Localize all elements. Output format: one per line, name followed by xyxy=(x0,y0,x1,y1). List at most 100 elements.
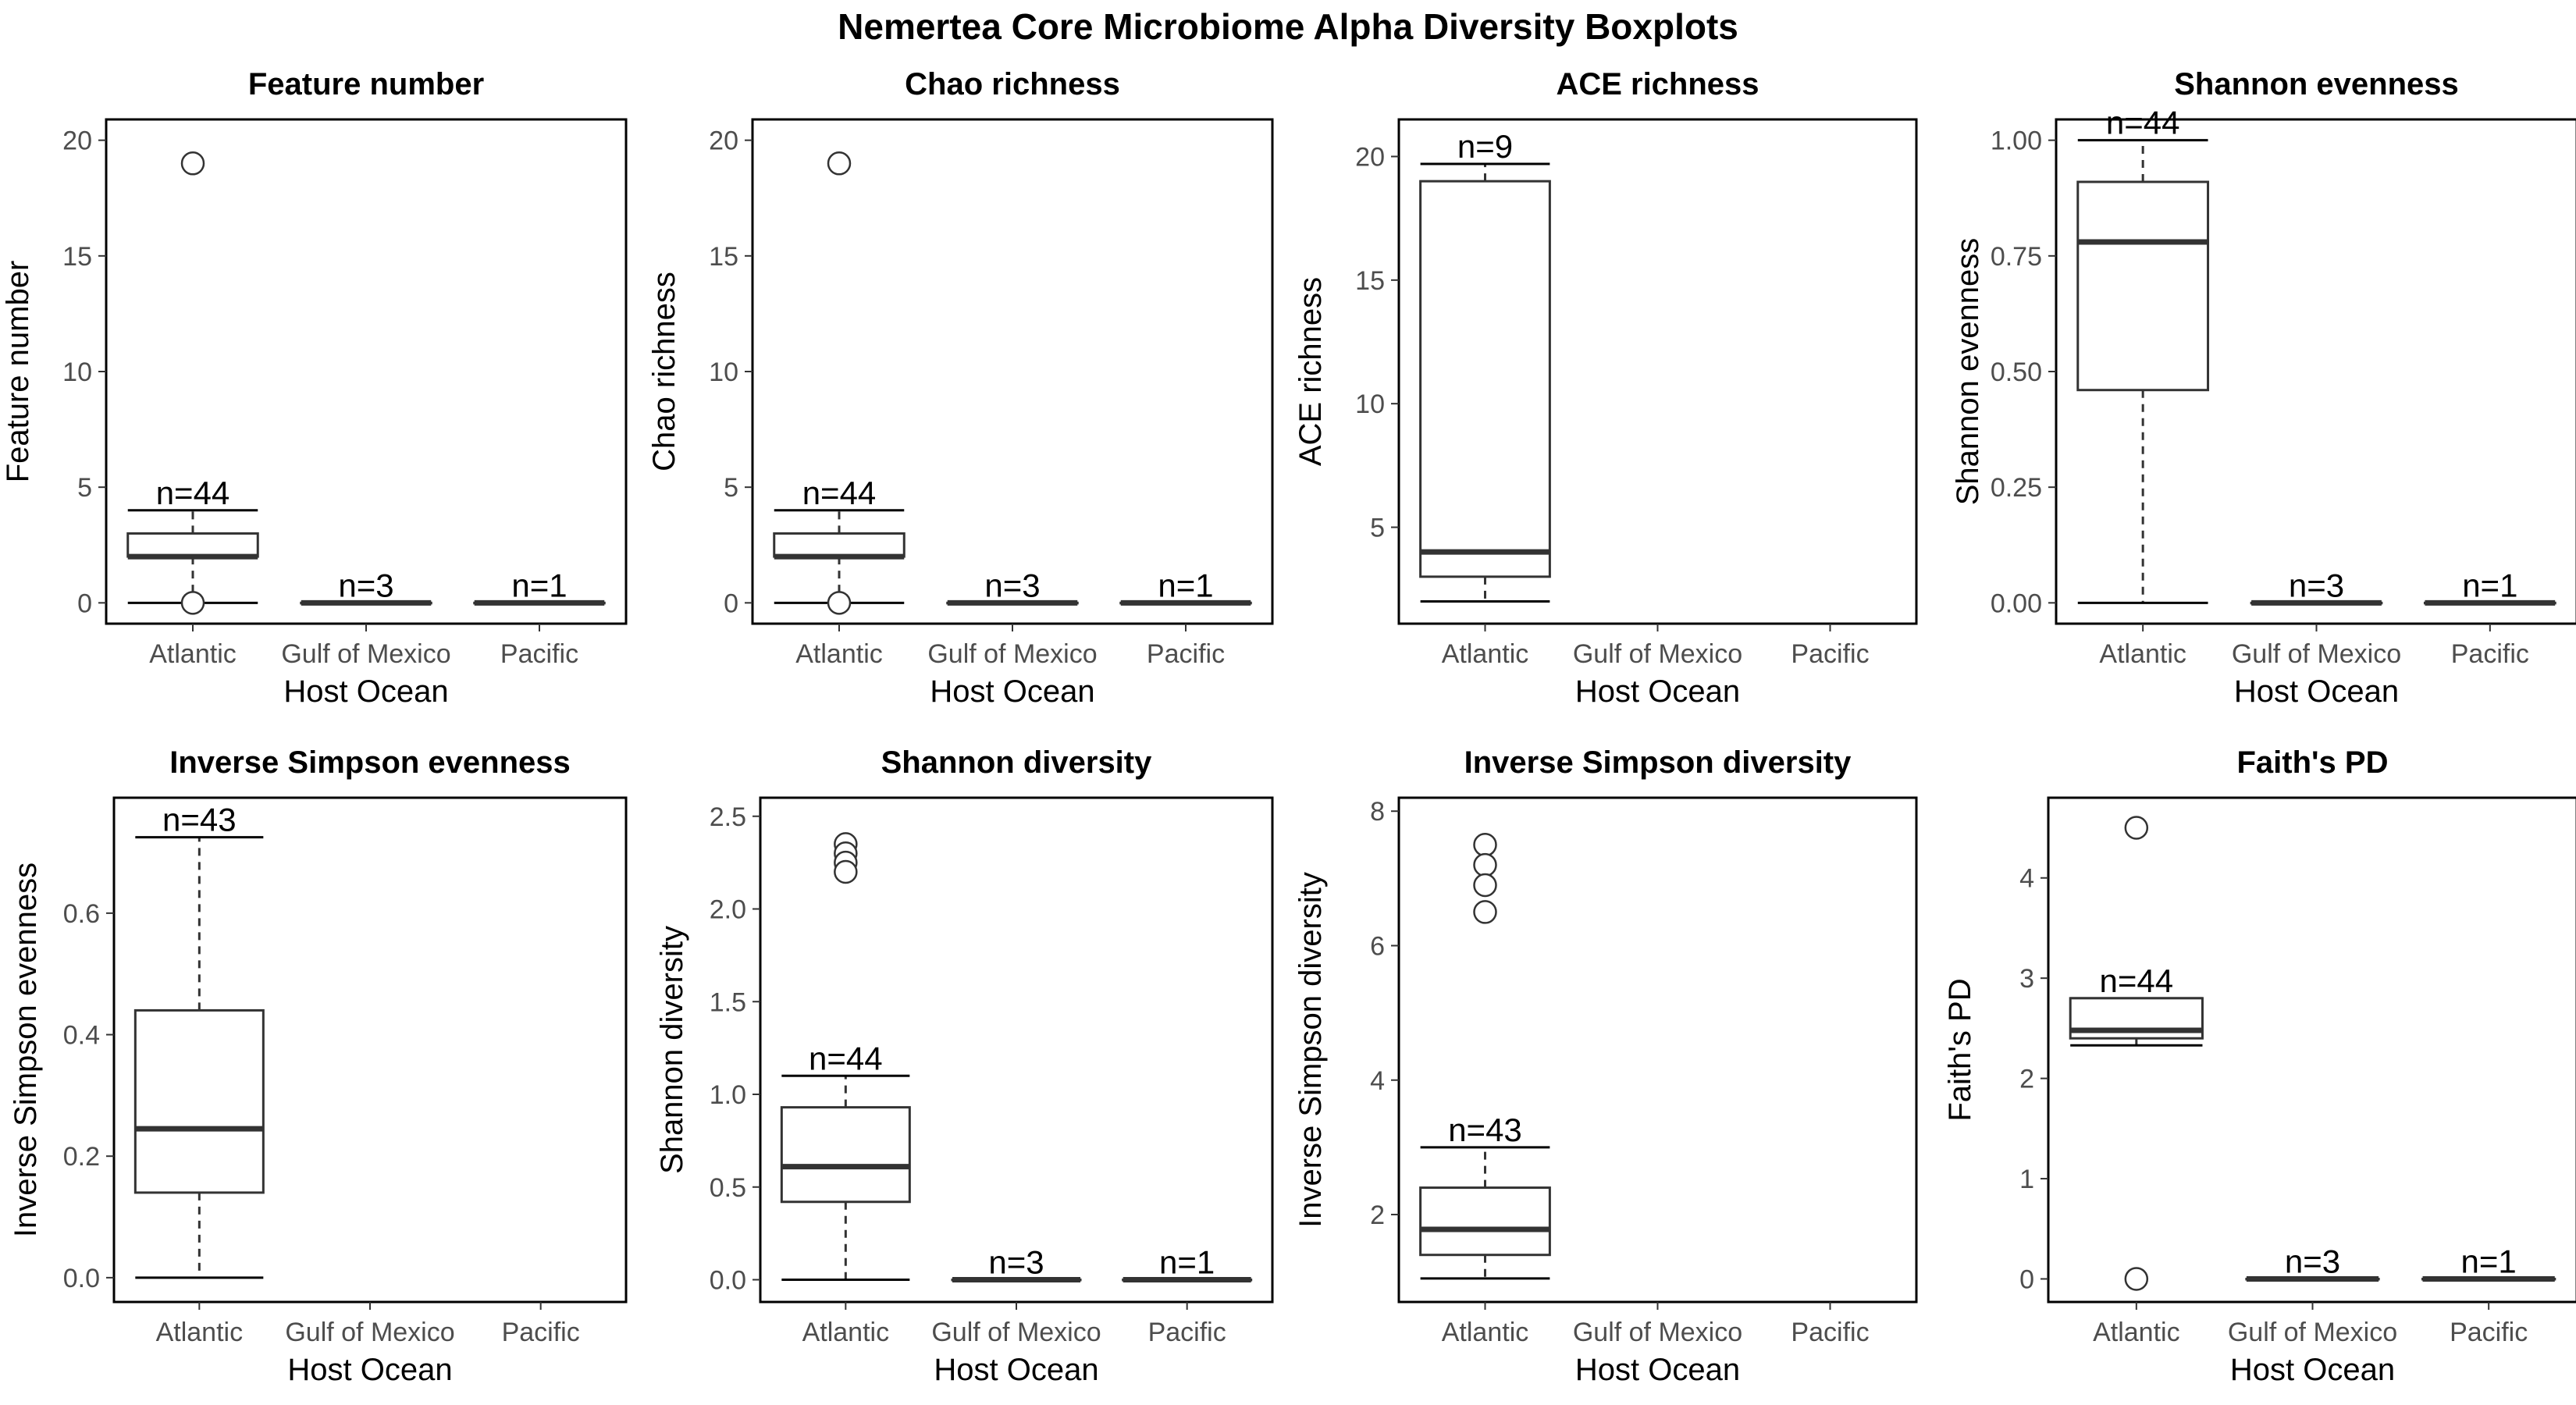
x-axis-title: Host Ocean xyxy=(2230,1353,2395,1387)
y-tick-label: 20 xyxy=(62,126,92,156)
y-tick-label: 1 xyxy=(2019,1165,2034,1194)
y-tick-label: 15 xyxy=(62,242,92,272)
panel-title: Inverse Simpson evenness xyxy=(169,745,571,780)
y-axis-title: Inverse Simpson evenness xyxy=(9,863,43,1237)
y-tick-label: 8 xyxy=(1370,797,1385,827)
panel-3: ACE richness 5 10 15 20 Atlantic Gulf of Mexic… xyxy=(1293,67,1918,709)
outlier-point xyxy=(180,151,205,176)
y-tick-label: 2.0 xyxy=(710,895,746,925)
box-gulf-of-mexico: n=3 xyxy=(946,567,1079,606)
panel-7: Inverse Simpson diversity 2 4 6 8 Atlantic Gul… xyxy=(1293,745,1918,1387)
x-tick-label: Pacific xyxy=(1791,1318,1869,1347)
box-atlantic: n=44 xyxy=(773,151,906,615)
x-tick-label: Atlantic xyxy=(1442,1318,1529,1347)
panel-title: Shannon diversity xyxy=(881,745,1152,780)
y-tick-label: 10 xyxy=(709,357,738,387)
sample-size-label: n=1 xyxy=(1158,567,1213,603)
sample-size-label: n=3 xyxy=(2289,567,2344,603)
box-gulf-of-mexico: n=3 xyxy=(951,1244,1082,1282)
outlier-point xyxy=(1473,873,1497,898)
x-axis-title: Host Ocean xyxy=(2234,674,2399,709)
y-tick-label: 0.0 xyxy=(63,1264,100,1293)
panel-5: Inverse Simpson evenness 0.0 0.2 0.4 0.6 Atla… xyxy=(9,745,628,1387)
sample-size-label: n=9 xyxy=(1457,128,1513,165)
panel-title: Shannon evenness xyxy=(2174,67,2459,101)
y-tick-label: 2 xyxy=(2019,1065,2034,1094)
y-tick-label: 5 xyxy=(77,473,92,503)
x-tick-label: Gulf of Mexico xyxy=(1573,1318,1742,1347)
x-tick-label: Atlantic xyxy=(2093,1318,2180,1347)
x-tick-label: Atlantic xyxy=(802,1318,890,1347)
box-iqr xyxy=(1419,180,1551,578)
sample-size-label: n=43 xyxy=(1448,1112,1522,1148)
panel-8: Faith's PD 0 1 2 3 4 Atlantic Gulf of Mexico Pac… xyxy=(1943,745,2576,1387)
x-tick-label: Atlantic xyxy=(795,639,883,669)
y-tick-label: 15 xyxy=(709,242,738,272)
box-iqr xyxy=(780,1106,911,1204)
x-tick-label: Gulf of Mexico xyxy=(931,1318,1101,1347)
sample-size-label: n=1 xyxy=(2461,1243,2517,1279)
x-tick-label: Atlantic xyxy=(1442,639,1529,669)
outlier-point xyxy=(834,859,858,884)
x-tick-label: Pacific xyxy=(502,1318,580,1347)
box-pacific: n=1 xyxy=(1119,567,1252,606)
sample-size-label: n=3 xyxy=(988,1244,1044,1281)
box-atlantic: n=44 xyxy=(126,151,259,615)
y-tick-label: 0.5 xyxy=(710,1173,746,1203)
y-tick-label: 0.4 xyxy=(63,1021,100,1051)
outlier-point xyxy=(1473,900,1497,924)
x-axis-title: Host Ocean xyxy=(934,1353,1098,1387)
y-axis-title: Feature number xyxy=(1,261,35,483)
x-axis-title: Host Ocean xyxy=(287,1353,452,1387)
box-pacific: n=1 xyxy=(2423,567,2556,606)
x-tick-label: Atlantic xyxy=(156,1318,244,1347)
y-tick-label: 0 xyxy=(724,589,738,618)
y-tick-label: 2 xyxy=(1370,1200,1385,1230)
sample-size-label: n=43 xyxy=(162,802,237,838)
outlier-point xyxy=(180,591,205,615)
sample-size-label: n=3 xyxy=(2285,1243,2340,1279)
box-atlantic: n=44 xyxy=(780,832,911,1281)
y-tick-label: 1.00 xyxy=(1991,126,2042,156)
x-tick-label: Gulf of Mexico xyxy=(2232,639,2401,669)
box-iqr xyxy=(1419,1186,1551,1257)
box-pacific: n=1 xyxy=(473,567,606,606)
panel-1: Feature number 0 5 10 15 20 Atlantic Gulf of Me… xyxy=(1,67,628,709)
outlier-point xyxy=(1473,852,1497,877)
y-tick-label: 6 xyxy=(1370,931,1385,961)
y-tick-label: 2.5 xyxy=(710,802,746,832)
sample-size-label: n=44 xyxy=(802,475,877,511)
x-tick-label: Gulf of Mexico xyxy=(2228,1318,2397,1347)
y-tick-label: 20 xyxy=(1355,143,1385,173)
y-tick-label: 0.2 xyxy=(63,1142,100,1172)
y-tick-label: 3 xyxy=(2019,964,2034,994)
sample-size-label: n=44 xyxy=(2106,105,2180,141)
x-tick-label: Gulf of Mexico xyxy=(281,639,450,669)
y-tick-label: 0.75 xyxy=(1991,242,2042,272)
box-atlantic: n=44 xyxy=(2076,105,2210,604)
figure-title: Nemertea Core Microbiome Alpha Diversity… xyxy=(838,6,1738,47)
outlier-point xyxy=(827,591,852,615)
panel-title: ACE richness xyxy=(1556,67,1759,101)
box-iqr xyxy=(2076,180,2210,392)
box-gulf-of-mexico: n=3 xyxy=(2250,567,2383,606)
outlier-point xyxy=(827,151,852,176)
box-iqr xyxy=(126,532,259,558)
x-tick-label: Gulf of Mexico xyxy=(1573,639,1742,669)
y-axis-title: Inverse Simpson diversity xyxy=(1293,872,1328,1228)
y-tick-label: 15 xyxy=(1355,266,1385,296)
panel-title: Inverse Simpson diversity xyxy=(1464,745,1852,780)
x-axis-title: Host Ocean xyxy=(283,674,448,709)
y-axis-title: Shannon diversity xyxy=(655,926,689,1174)
x-tick-label: Gulf of Mexico xyxy=(285,1318,454,1347)
y-tick-label: 4 xyxy=(2019,864,2034,894)
x-tick-label: Gulf of Mexico xyxy=(927,639,1097,669)
outlier-point xyxy=(2124,1267,2149,1291)
box-atlantic: n=43 xyxy=(133,802,265,1279)
panel-6: Shannon diversity 0.0 0.5 1.0 1.5 2.0 2.5 Atlan… xyxy=(655,745,1274,1387)
panel-2: Chao richness 0 5 10 15 20 Atlantic Gulf of Mex… xyxy=(647,67,1274,709)
x-tick-label: Pacific xyxy=(1147,639,1225,669)
box-gulf-of-mexico: n=3 xyxy=(2245,1243,2380,1282)
y-tick-label: 0.6 xyxy=(63,899,100,929)
